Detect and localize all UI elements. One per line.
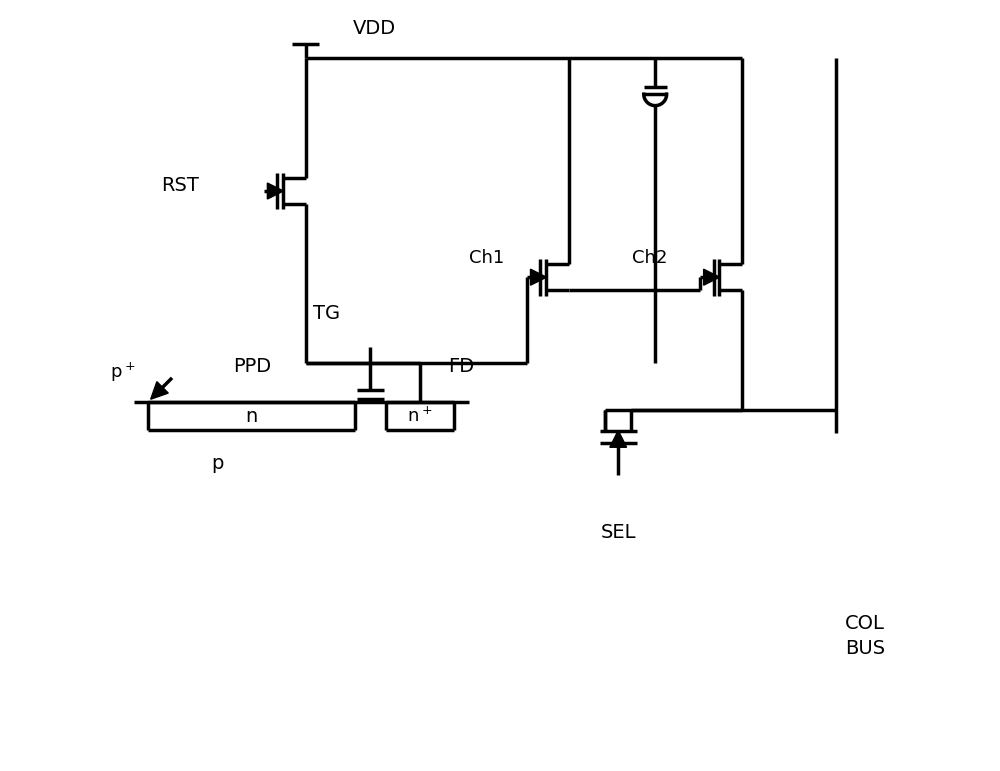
Text: FD: FD (448, 357, 474, 376)
Text: n: n (245, 406, 257, 426)
Text: COL: COL (845, 614, 885, 633)
Text: p: p (212, 454, 224, 473)
Text: p$^+$: p$^+$ (110, 361, 135, 384)
Text: VDD: VDD (353, 19, 396, 39)
Text: BUS: BUS (845, 638, 885, 658)
Polygon shape (704, 269, 720, 285)
Text: SEL: SEL (600, 523, 636, 542)
Polygon shape (531, 269, 547, 285)
Text: TG: TG (313, 304, 340, 323)
Polygon shape (610, 430, 627, 447)
Polygon shape (151, 382, 168, 399)
Text: PPD: PPD (233, 357, 271, 376)
Text: RST: RST (161, 177, 199, 195)
Text: n$^+$: n$^+$ (407, 406, 433, 426)
Text: Ch2: Ch2 (632, 249, 668, 268)
Text: Ch1: Ch1 (469, 249, 504, 268)
Polygon shape (267, 183, 283, 199)
